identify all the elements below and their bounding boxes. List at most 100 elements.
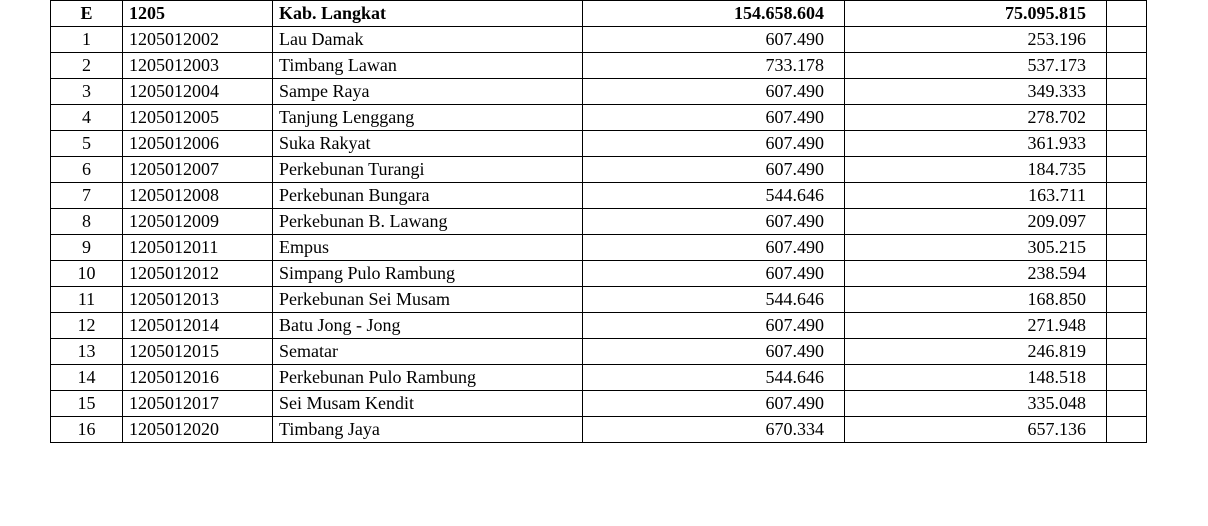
cell-no: 11 [51,287,123,313]
cell-val1: 607.490 [583,131,845,157]
cell-tail [1107,183,1147,209]
cell-name: Timbang Lawan [273,53,583,79]
cell-name: Kab. Langkat [273,1,583,27]
cell-no: 3 [51,79,123,105]
cell-val1: 544.646 [583,365,845,391]
cell-tail [1107,157,1147,183]
cell-tail [1107,1,1147,27]
cell-val1: 607.490 [583,209,845,235]
table-row: 11205012002Lau Damak607.490253.196 [51,27,1147,53]
cell-name: Sampe Raya [273,79,583,105]
table-header-row: E1205Kab. Langkat154.658.60475.095.815 [51,1,1147,27]
cell-no: 10 [51,261,123,287]
cell-val1: 607.490 [583,27,845,53]
cell-name: Sematar [273,339,583,365]
cell-val2: 163.711 [845,183,1107,209]
table-row: 161205012020Timbang Jaya670.334657.136 [51,417,1147,443]
cell-code: 1205012017 [123,391,273,417]
cell-no: 1 [51,27,123,53]
table-row: 31205012004Sampe Raya607.490349.333 [51,79,1147,105]
cell-val1: 670.334 [583,417,845,443]
cell-tail [1107,417,1147,443]
cell-val1: 607.490 [583,391,845,417]
cell-code: 1205012013 [123,287,273,313]
table-row: 121205012014Batu Jong - Jong607.490271.9… [51,313,1147,339]
cell-tail [1107,391,1147,417]
table-row: 151205012017Sei Musam Kendit607.490335.0… [51,391,1147,417]
cell-code: 1205012003 [123,53,273,79]
cell-no: 4 [51,105,123,131]
cell-no: 9 [51,235,123,261]
table-row: 131205012015Sematar607.490246.819 [51,339,1147,365]
cell-name: Simpang Pulo Rambung [273,261,583,287]
table-row: 61205012007Perkebunan Turangi607.490184.… [51,157,1147,183]
cell-val2: 238.594 [845,261,1107,287]
cell-val2: 246.819 [845,339,1107,365]
table-row: 91205012011Empus607.490305.215 [51,235,1147,261]
cell-val1: 607.490 [583,157,845,183]
cell-val1: 607.490 [583,79,845,105]
cell-val2: 168.850 [845,287,1107,313]
cell-val2: 209.097 [845,209,1107,235]
cell-val1: 607.490 [583,261,845,287]
cell-tail [1107,287,1147,313]
cell-name: Sei Musam Kendit [273,391,583,417]
cell-tail [1107,313,1147,339]
cell-no: E [51,1,123,27]
cell-tail [1107,27,1147,53]
cell-val2: 537.173 [845,53,1107,79]
cell-val1: 607.490 [583,313,845,339]
cell-name: Batu Jong - Jong [273,313,583,339]
cell-no: 14 [51,365,123,391]
cell-val2: 335.048 [845,391,1107,417]
cell-name: Perkebunan Pulo Rambung [273,365,583,391]
cell-val2: 305.215 [845,235,1107,261]
cell-tail [1107,235,1147,261]
cell-val2: 657.136 [845,417,1107,443]
cell-val2: 271.948 [845,313,1107,339]
cell-code: 1205012007 [123,157,273,183]
cell-val2: 75.095.815 [845,1,1107,27]
data-table: E1205Kab. Langkat154.658.60475.095.81511… [50,0,1147,443]
cell-name: Empus [273,235,583,261]
cell-name: Lau Damak [273,27,583,53]
cell-code: 1205 [123,1,273,27]
cell-val1: 544.646 [583,287,845,313]
table-row: 41205012005Tanjung Lenggang607.490278.70… [51,105,1147,131]
table-row: 51205012006Suka Rakyat607.490361.933 [51,131,1147,157]
data-table-body: E1205Kab. Langkat154.658.60475.095.81511… [51,1,1147,443]
cell-code: 1205012002 [123,27,273,53]
cell-no: 2 [51,53,123,79]
cell-code: 1205012005 [123,105,273,131]
cell-code: 1205012014 [123,313,273,339]
cell-name: Suka Rakyat [273,131,583,157]
cell-no: 16 [51,417,123,443]
cell-val1: 154.658.604 [583,1,845,27]
cell-no: 15 [51,391,123,417]
cell-no: 6 [51,157,123,183]
table-row: 71205012008Perkebunan Bungara544.646163.… [51,183,1147,209]
table-row: 141205012016Perkebunan Pulo Rambung544.6… [51,365,1147,391]
cell-val2: 184.735 [845,157,1107,183]
cell-name: Timbang Jaya [273,417,583,443]
cell-code: 1205012015 [123,339,273,365]
cell-tail [1107,105,1147,131]
cell-name: Perkebunan Sei Musam [273,287,583,313]
cell-code: 1205012012 [123,261,273,287]
cell-code: 1205012020 [123,417,273,443]
cell-name: Tanjung Lenggang [273,105,583,131]
cell-code: 1205012004 [123,79,273,105]
cell-no: 7 [51,183,123,209]
cell-name: Perkebunan B. Lawang [273,209,583,235]
cell-tail [1107,53,1147,79]
cell-tail [1107,79,1147,105]
cell-val2: 253.196 [845,27,1107,53]
cell-tail [1107,261,1147,287]
cell-val2: 361.933 [845,131,1107,157]
cell-tail [1107,131,1147,157]
table-row: 101205012012Simpang Pulo Rambung607.4902… [51,261,1147,287]
table-row: 21205012003Timbang Lawan733.178537.173 [51,53,1147,79]
cell-tail [1107,339,1147,365]
cell-val2: 349.333 [845,79,1107,105]
table-row: 81205012009Perkebunan B. Lawang607.49020… [51,209,1147,235]
